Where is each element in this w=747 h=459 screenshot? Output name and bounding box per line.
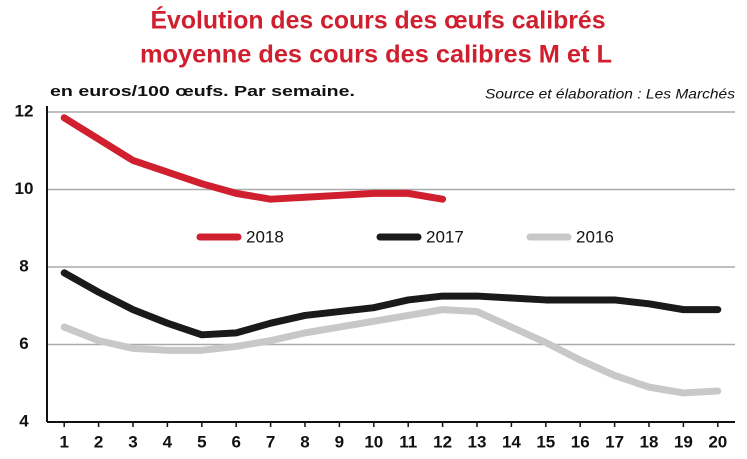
legend-label: 2016 <box>576 227 614 246</box>
y-tick-label: 12 <box>15 101 34 120</box>
series-line <box>60 269 722 339</box>
y-tick-label: 4 <box>19 411 29 430</box>
chart-subtitle: moyenne des cours des calibres M et L <box>140 41 612 69</box>
x-tick-label: 20 <box>708 432 727 451</box>
x-tick-label: 5 <box>197 432 206 451</box>
y-axis-label: en euros/100 œufs. Par semaine. <box>50 83 355 100</box>
source-note: Source et élaboration : Les Marchés <box>485 86 735 102</box>
x-tick-label: 4 <box>163 432 173 451</box>
x-tick-label: 8 <box>300 432 309 451</box>
series-line <box>60 306 722 397</box>
x-tick-label: 6 <box>231 432 240 451</box>
chart-title: Évolution des cours des œufs calibrés <box>151 6 606 35</box>
x-tick-label: 14 <box>502 432 521 451</box>
legend-label: 2018 <box>246 227 284 246</box>
x-tick-label: 16 <box>571 432 590 451</box>
x-tick-label: 17 <box>605 432 624 451</box>
x-tick-label: 3 <box>128 432 137 451</box>
x-tick-label: 19 <box>674 432 693 451</box>
x-tick-label: 2 <box>94 432 103 451</box>
x-tick-label: 11 <box>399 432 417 451</box>
y-tick-label: 6 <box>19 334 28 353</box>
series-line <box>60 114 447 203</box>
x-tick-label: 12 <box>433 432 452 451</box>
y-tick-label: 8 <box>19 256 28 275</box>
x-tick-label: 18 <box>640 432 659 451</box>
x-tick-label: 10 <box>364 432 383 451</box>
x-tick-label: 9 <box>335 432 344 451</box>
x-tick-label: 7 <box>266 432 275 451</box>
x-tick-label: 13 <box>468 432 487 451</box>
x-tick-label: 1 <box>59 432 68 451</box>
y-tick-label: 10 <box>15 179 34 198</box>
x-tick-label: 15 <box>536 432 555 451</box>
legend-label: 2017 <box>426 227 464 246</box>
